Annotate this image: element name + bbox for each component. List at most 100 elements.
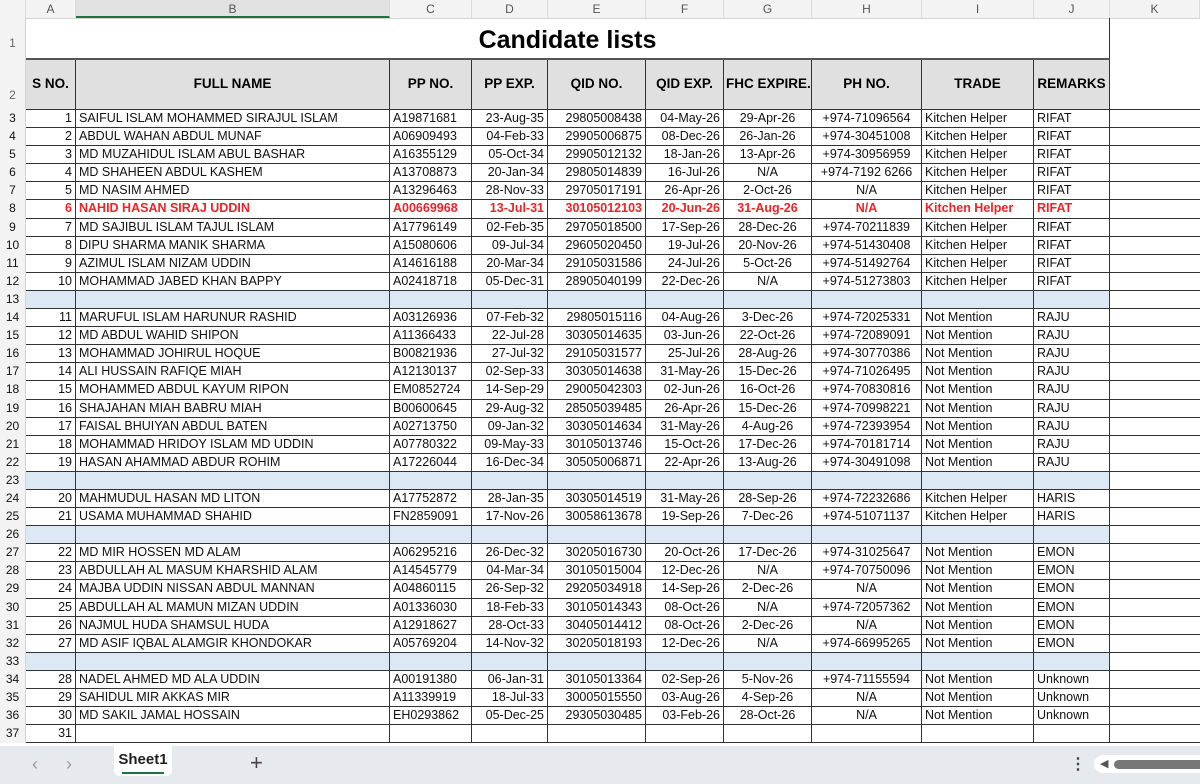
- cell-pp-exp[interactable]: 06-Jan-31: [472, 670, 548, 689]
- cell-trade[interactable]: Not Mention: [922, 562, 1034, 581]
- cell-trade[interactable]: [922, 652, 1034, 671]
- cell-pp-no[interactable]: A17752872: [390, 489, 472, 509]
- cell-fhc-expire[interactable]: 5-Oct-26: [724, 254, 812, 273]
- cell[interactable]: [1110, 453, 1200, 472]
- cell-s-no[interactable]: 4: [26, 164, 76, 183]
- cell-trade[interactable]: Not Mention: [922, 598, 1034, 617]
- cell-ph-no[interactable]: [812, 290, 922, 310]
- cell-ph-no[interactable]: [812, 652, 922, 671]
- cell-pp-no[interactable]: A00191380: [390, 670, 472, 689]
- cell-pp-exp[interactable]: 28-Oct-33: [472, 616, 548, 635]
- cell-pp-exp[interactable]: 26-Dec-32: [472, 544, 548, 563]
- cell-full-name[interactable]: FAISAL BHUIYAN ABDUL BATEN: [76, 417, 390, 436]
- cell-remarks[interactable]: RAJU: [1034, 345, 1110, 364]
- row-header[interactable]: 8: [0, 200, 26, 219]
- cell-qid-exp[interactable]: [646, 652, 724, 671]
- row-header[interactable]: 18: [0, 381, 26, 400]
- cell-ph-no[interactable]: +974-51273803: [812, 272, 922, 291]
- cell-pp-exp[interactable]: 23-Aug-35: [472, 110, 548, 129]
- header-s-no[interactable]: S NO.: [26, 60, 76, 110]
- cell-qid-no[interactable]: 29205034918: [548, 580, 646, 599]
- cell-pp-exp[interactable]: 05-Oct-34: [472, 146, 548, 165]
- cell-fhc-expire[interactable]: 26-Jan-26: [724, 128, 812, 147]
- cell-qid-exp[interactable]: 08-Oct-26: [646, 616, 724, 635]
- cell-fhc-expire[interactable]: 16-Oct-26: [724, 381, 812, 400]
- cell-qid-exp[interactable]: 20-Jun-26: [646, 200, 724, 219]
- cell-ph-no[interactable]: [812, 471, 922, 490]
- cell-qid-exp[interactable]: 14-Sep-26: [646, 580, 724, 599]
- cell-ph-no[interactable]: +974-70750096: [812, 562, 922, 581]
- cell-fhc-expire[interactable]: [724, 526, 812, 545]
- cell-qid-exp[interactable]: 22-Apr-26: [646, 453, 724, 472]
- cell-pp-exp[interactable]: [472, 471, 548, 490]
- cell-ph-no[interactable]: +974-30451008: [812, 128, 922, 147]
- cell-qid-no[interactable]: 30305014638: [548, 363, 646, 382]
- cell-qid-no[interactable]: 29005042303: [548, 381, 646, 400]
- row-header[interactable]: 24: [0, 489, 26, 509]
- cell[interactable]: [1110, 110, 1200, 129]
- column-header-f[interactable]: F: [646, 0, 724, 18]
- cell-pp-no[interactable]: [390, 725, 472, 744]
- cell-qid-no[interactable]: 30405014412: [548, 616, 646, 635]
- cell-pp-exp[interactable]: 27-Jul-32: [472, 345, 548, 364]
- cell-fhc-expire[interactable]: [724, 725, 812, 744]
- cell-full-name[interactable]: MD ABDUL WAHID SHIPON: [76, 327, 390, 346]
- row-header[interactable]: 19: [0, 399, 26, 418]
- column-header-i[interactable]: I: [922, 0, 1034, 18]
- cell-trade[interactable]: [922, 725, 1034, 744]
- cell[interactable]: [1110, 381, 1200, 400]
- cell-qid-no[interactable]: 30305014635: [548, 327, 646, 346]
- cell-qid-exp[interactable]: 25-Jul-26: [646, 345, 724, 364]
- cell-qid-exp[interactable]: 02-Jun-26: [646, 381, 724, 400]
- cell-full-name[interactable]: MOHAMMAD JABED KHAN BAPPY: [76, 272, 390, 291]
- cell-trade[interactable]: Kitchen Helper: [922, 508, 1034, 527]
- cell-pp-exp[interactable]: 29-Aug-32: [472, 399, 548, 418]
- cell-qid-exp[interactable]: 31-May-26: [646, 489, 724, 509]
- cell-pp-exp[interactable]: [472, 652, 548, 671]
- cell-trade[interactable]: Kitchen Helper: [922, 128, 1034, 147]
- cell[interactable]: [1110, 60, 1200, 110]
- cell-pp-no[interactable]: A05769204: [390, 634, 472, 653]
- cell-pp-no[interactable]: B00821936: [390, 345, 472, 364]
- cell-s-no[interactable]: 3: [26, 146, 76, 165]
- cell-trade[interactable]: [922, 471, 1034, 490]
- next-sheet-icon[interactable]: ›: [66, 754, 72, 774]
- row-header[interactable]: 29: [0, 580, 26, 599]
- row-header[interactable]: 31: [0, 616, 26, 635]
- cell-fhc-expire[interactable]: 28-Aug-26: [724, 345, 812, 364]
- cell-pp-exp[interactable]: 20-Jan-34: [472, 164, 548, 183]
- header-ph-no[interactable]: PH NO.: [812, 60, 922, 110]
- cell[interactable]: [1110, 200, 1200, 219]
- cell[interactable]: [1110, 526, 1200, 545]
- cell-s-no[interactable]: 25: [26, 598, 76, 617]
- cell-pp-no[interactable]: EH0293862: [390, 707, 472, 726]
- cell-remarks[interactable]: [1034, 652, 1110, 671]
- cell-qid-exp[interactable]: [646, 290, 724, 310]
- row-header[interactable]: 20: [0, 417, 26, 436]
- cell-qid-exp[interactable]: 20-Oct-26: [646, 544, 724, 563]
- header-pp-exp[interactable]: PP EXP.: [472, 60, 548, 110]
- cell-ph-no[interactable]: +974-51430408: [812, 236, 922, 255]
- cell-pp-exp[interactable]: 13-Jul-31: [472, 200, 548, 219]
- cell-remarks[interactable]: [1034, 526, 1110, 545]
- cell[interactable]: [1110, 146, 1200, 165]
- cell-full-name[interactable]: MD SAKIL JAMAL HOSSAIN: [76, 707, 390, 726]
- cell[interactable]: [1110, 254, 1200, 273]
- cell-pp-exp[interactable]: 09-Jul-34: [472, 236, 548, 255]
- cell-pp-exp[interactable]: 14-Nov-32: [472, 634, 548, 653]
- row-header[interactable]: 13: [0, 290, 26, 310]
- scroll-left-icon[interactable]: ◀: [1100, 758, 1109, 770]
- cell-qid-no[interactable]: 30105012103: [548, 200, 646, 219]
- row-header[interactable]: 4: [0, 128, 26, 147]
- cell-qid-no[interactable]: 30505006871: [548, 453, 646, 472]
- cell-fhc-expire[interactable]: 29-Apr-26: [724, 110, 812, 129]
- cell-pp-no[interactable]: [390, 526, 472, 545]
- column-header-e[interactable]: E: [548, 0, 646, 18]
- cell-fhc-expire[interactable]: N/A: [724, 598, 812, 617]
- cell-remarks[interactable]: RAJU: [1034, 363, 1110, 382]
- cell-qid-no[interactable]: 29705017191: [548, 182, 646, 201]
- cell-pp-exp[interactable]: 18-Jul-33: [472, 689, 548, 708]
- cell-fhc-expire[interactable]: 17-Dec-26: [724, 435, 812, 454]
- cell-trade[interactable]: Kitchen Helper: [922, 489, 1034, 509]
- cell-pp-no[interactable]: A11339919: [390, 689, 472, 708]
